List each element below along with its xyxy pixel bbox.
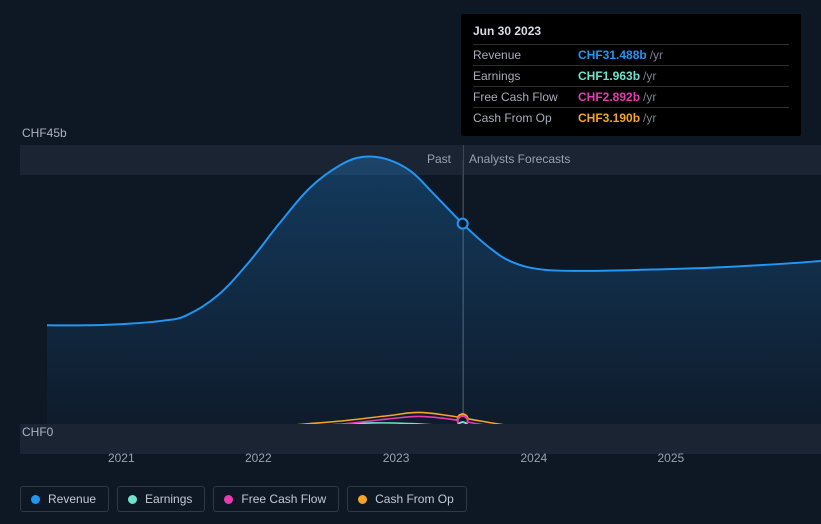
legend-item-earnings[interactable]: Earnings	[117, 486, 205, 512]
plot-area[interactable]	[47, 145, 821, 440]
tooltip-row-label: Cash From Op	[473, 111, 578, 125]
tooltip-row-label: Earnings	[473, 69, 578, 83]
legend-label: Free Cash Flow	[241, 492, 326, 506]
tooltip-row: Free Cash FlowCHF2.892b/yr	[473, 86, 789, 107]
legend-label: Revenue	[48, 492, 96, 506]
tooltip-row-value: CHF2.892b	[578, 90, 640, 104]
legend-item-cash-from-op[interactable]: Cash From Op	[347, 486, 467, 512]
tooltip-row-unit: /yr	[643, 90, 656, 104]
tooltip-row-label: Free Cash Flow	[473, 90, 578, 104]
x-axis-label: 2024	[520, 451, 547, 465]
y-axis-label-bottom: CHF0	[22, 425, 53, 439]
legend-swatch	[128, 495, 137, 504]
tooltip-row-value: CHF31.488b	[578, 48, 647, 62]
hover-tooltip: Jun 30 2023 RevenueCHF31.488b/yrEarnings…	[461, 14, 801, 136]
chart-svg	[47, 145, 821, 440]
legend-swatch	[31, 495, 40, 504]
tooltip-date: Jun 30 2023	[473, 24, 789, 38]
tooltip-row-unit: /yr	[643, 69, 656, 83]
tooltip-row: Cash From OpCHF3.190b/yr	[473, 107, 789, 128]
tooltip-row-unit: /yr	[643, 111, 656, 125]
legend-item-revenue[interactable]: Revenue	[20, 486, 109, 512]
tooltip-row-label: Revenue	[473, 48, 578, 62]
legend-swatch	[358, 495, 367, 504]
tooltip-row: RevenueCHF31.488b/yr	[473, 44, 789, 65]
tooltip-row: EarningsCHF1.963b/yr	[473, 65, 789, 86]
chart-band-bottom	[20, 424, 821, 454]
legend: Revenue Earnings Free Cash Flow Cash From O…	[20, 486, 467, 512]
legend-swatch	[224, 495, 233, 504]
series-area-revenue	[47, 156, 821, 440]
tooltip-row-value: CHF3.190b	[578, 111, 640, 125]
x-axis-label: 2021	[108, 451, 135, 465]
legend-label: Cash From Op	[375, 492, 454, 506]
series-marker	[458, 219, 468, 229]
y-axis-label-top: CHF45b	[22, 126, 67, 140]
tooltip-row-unit: /yr	[650, 48, 663, 62]
x-axis-label: 2023	[383, 451, 410, 465]
legend-label: Earnings	[145, 492, 192, 506]
legend-item-free-cash-flow[interactable]: Free Cash Flow	[213, 486, 339, 512]
tooltip-row-value: CHF1.963b	[578, 69, 640, 83]
x-axis-label: 2022	[245, 451, 272, 465]
x-axis-label: 2025	[657, 451, 684, 465]
